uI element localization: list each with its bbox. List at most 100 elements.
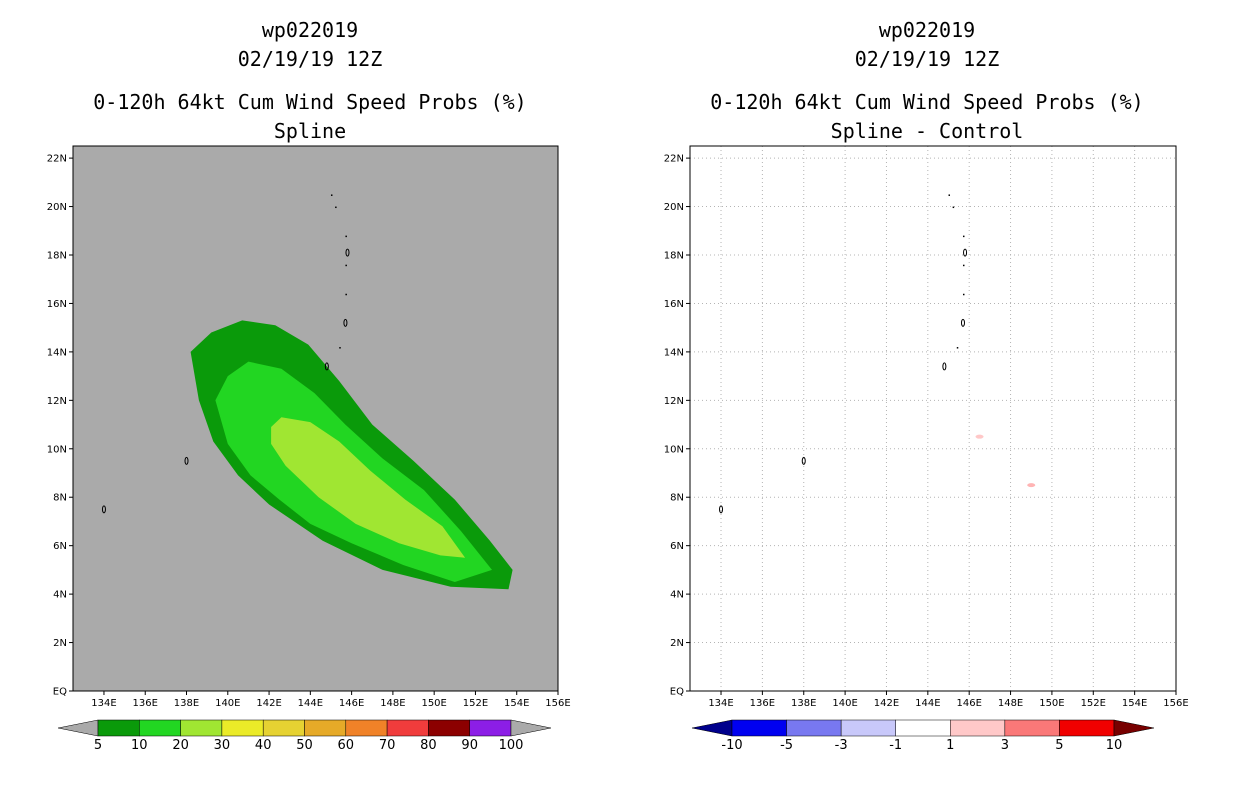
left-plot: 134E 136E 138E 140E 142E 144E 146E 148E 150E 152E… bbox=[47, 145, 571, 753]
right-date: 02/19/19 12Z bbox=[854, 47, 1000, 71]
left-colorbar-swatch bbox=[97, 719, 140, 737]
left-x-tick-label: 156E bbox=[545, 698, 570, 709]
right-plot: 134E 136E 138E 140E 142E 144E 146E 148E 150E 152E… bbox=[664, 145, 1189, 753]
left-islet bbox=[335, 206, 337, 209]
right-colorbar-swatch bbox=[840, 719, 896, 737]
left-island bbox=[184, 456, 189, 465]
left-colorbar-label: 10 bbox=[131, 738, 148, 753]
right-storm-id: wp022019 bbox=[878, 18, 976, 42]
left-islet bbox=[330, 194, 333, 196]
right-islet bbox=[948, 194, 951, 196]
right-x-tick-label: 154E bbox=[1122, 698, 1147, 709]
left-colorbar-swatch bbox=[428, 719, 470, 737]
left-island bbox=[345, 248, 350, 257]
left-y-tick-label: 14N bbox=[47, 347, 67, 358]
left-island bbox=[343, 318, 348, 327]
right-y-tick-label: 18N bbox=[664, 251, 684, 262]
left-x-tick-label: 144E bbox=[298, 698, 323, 709]
left-islet bbox=[345, 235, 347, 238]
left-y-tick-label: 8N bbox=[53, 493, 67, 504]
left-colorbar-swatch bbox=[180, 719, 223, 737]
right-panel-title: wp022019 02/19/19 12Z bbox=[677, 16, 1177, 74]
left-colorbar-label: 30 bbox=[214, 738, 231, 753]
left-chart-title: 0-120h 64kt Cum Wind Speed Probs (%) bbox=[93, 90, 527, 114]
left-date: 02/19/19 12Z bbox=[237, 47, 383, 71]
right-y-tick-label: 22N bbox=[664, 154, 684, 165]
left-island bbox=[101, 505, 106, 514]
right-y-tick-label: 6N bbox=[670, 541, 684, 552]
left-colorbar-label: 5 bbox=[94, 738, 102, 753]
left-y-tick-label: 16N bbox=[47, 299, 67, 310]
left-x-tick-label: 146E bbox=[339, 698, 364, 709]
right-y-tick-label: 14N bbox=[664, 347, 684, 358]
right-y-tick-label: 10N bbox=[664, 444, 684, 455]
left-y-tick-label: 20N bbox=[47, 202, 67, 213]
right-colorbar-swatch bbox=[1059, 719, 1115, 737]
right-colorbar-swatch bbox=[895, 719, 951, 737]
left-x-tick-label: 136E bbox=[133, 698, 158, 709]
right-panel-subtitle: 0-120h 64kt Cum Wind Speed Probs (%) Spl… bbox=[657, 88, 1197, 146]
left-islet bbox=[339, 347, 341, 349]
right-colorbar-label: -10 bbox=[721, 738, 742, 753]
left-colorbar-label: 80 bbox=[420, 738, 437, 753]
right-x-tick-label: 150E bbox=[1039, 698, 1064, 709]
left-y-tick-label: EQ bbox=[53, 687, 67, 698]
left-colorbar-label: 70 bbox=[379, 738, 396, 753]
right-difference-spot bbox=[1027, 483, 1036, 488]
right-colorbar-label: -1 bbox=[889, 738, 902, 753]
left-y-tick-label: 18N bbox=[47, 251, 67, 262]
right-colorbar-label: 5 bbox=[1055, 738, 1063, 753]
left-colorbar-label: 60 bbox=[338, 738, 355, 753]
left-colorbar-label: 100 bbox=[499, 738, 524, 753]
left-storm-id: wp022019 bbox=[261, 18, 359, 42]
right-x-tick-label: 142E bbox=[874, 698, 899, 709]
right-plot-background bbox=[690, 146, 1176, 691]
right-difference-spot bbox=[975, 434, 984, 439]
left-plot-frame bbox=[72, 145, 559, 692]
right-colorbar-label: 1 bbox=[946, 738, 954, 753]
left-panel-subtitle: 0-120h 64kt Cum Wind Speed Probs (%) Spl… bbox=[40, 88, 580, 146]
left-colorbar-label: 50 bbox=[296, 738, 313, 753]
right-colorbar-label: 3 bbox=[1001, 738, 1009, 753]
right-colorbar-label: -3 bbox=[835, 738, 848, 753]
right-x-tick-label: 138E bbox=[791, 698, 816, 709]
right-x-tick-label: 144E bbox=[915, 698, 940, 709]
right-x-tick-label: 152E bbox=[1081, 698, 1106, 709]
right-islet bbox=[952, 206, 955, 209]
left-x-tick-label: 154E bbox=[504, 698, 529, 709]
right-y-tick-label: 2N bbox=[670, 638, 684, 649]
right-islet bbox=[962, 293, 965, 296]
right-chart-subtitle: Spline - Control bbox=[830, 119, 1024, 143]
left-colorbar-swatch bbox=[345, 719, 388, 737]
right-colorbar-swatch bbox=[950, 719, 1006, 737]
left-x-tick-label: 150E bbox=[421, 698, 446, 709]
right-colorbar-under-triangle bbox=[691, 719, 733, 737]
left-x-tick-label: 140E bbox=[215, 698, 240, 709]
right-y-tick-label: 4N bbox=[670, 590, 684, 601]
left-colorbar-swatch bbox=[221, 719, 264, 737]
right-island bbox=[963, 248, 968, 257]
right-islet bbox=[956, 347, 959, 349]
right-colorbar-label: 10 bbox=[1106, 738, 1123, 753]
left-colorbar-swatch bbox=[304, 719, 347, 737]
left-colorbar-swatch bbox=[262, 719, 305, 737]
left-x-tick-label: 134E bbox=[91, 698, 116, 709]
left-islet bbox=[345, 293, 347, 296]
left-island bbox=[324, 362, 329, 371]
right-island bbox=[801, 456, 806, 465]
left-islet bbox=[345, 264, 347, 267]
right-chart-title: 0-120h 64kt Cum Wind Speed Probs (%) bbox=[710, 90, 1144, 114]
right-y-tick-label: EQ bbox=[670, 687, 684, 698]
left-colorbar-label: 20 bbox=[172, 738, 189, 753]
right-x-tick-label: 136E bbox=[750, 698, 775, 709]
left-colorbar-under-triangle bbox=[57, 719, 99, 737]
right-x-tick-label: 134E bbox=[708, 698, 733, 709]
left-x-tick-label: 138E bbox=[174, 698, 199, 709]
left-y-tick-label: 22N bbox=[47, 154, 67, 165]
left-colorbar-swatch bbox=[386, 719, 429, 737]
left-colorbar-over-triangle bbox=[510, 719, 552, 737]
right-y-tick-label: 12N bbox=[664, 396, 684, 407]
left-y-tick-label: 12N bbox=[47, 396, 67, 407]
right-colorbar-swatch bbox=[731, 719, 787, 737]
